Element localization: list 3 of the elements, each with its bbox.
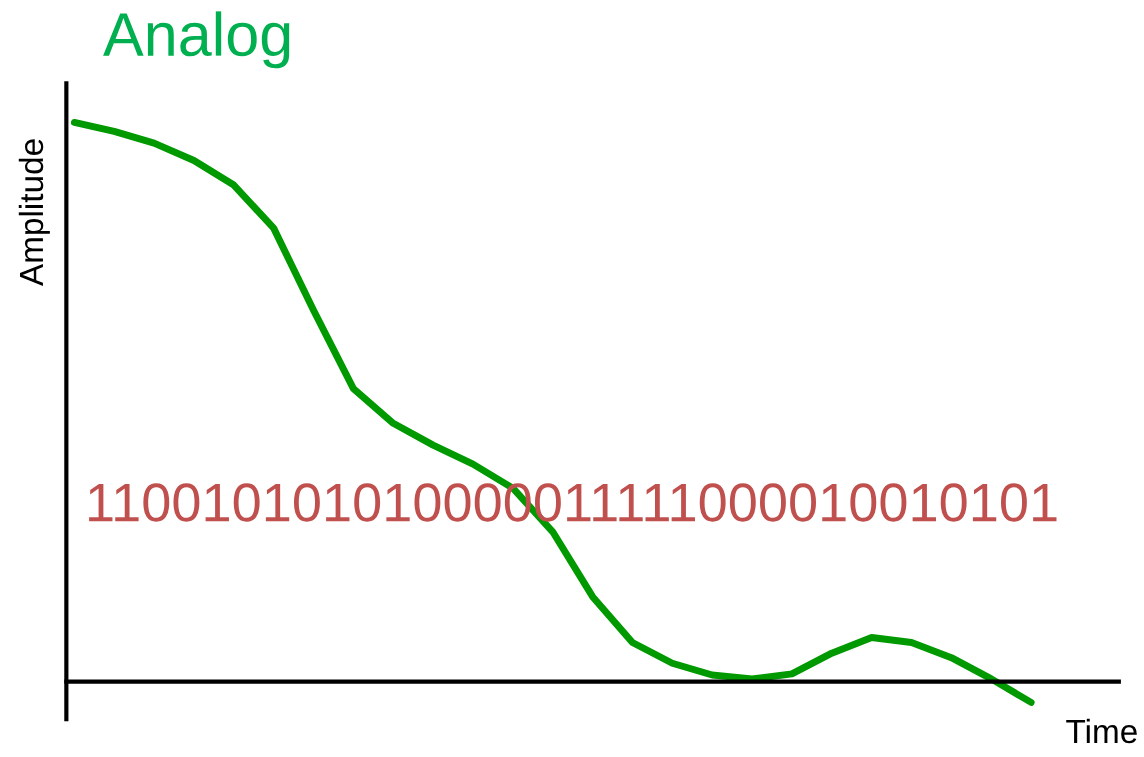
chart-title: Analog	[103, 11, 290, 69]
y-axis-title: Amplitude	[18, 139, 50, 286]
x-axis-title: Time	[1066, 718, 1137, 744]
